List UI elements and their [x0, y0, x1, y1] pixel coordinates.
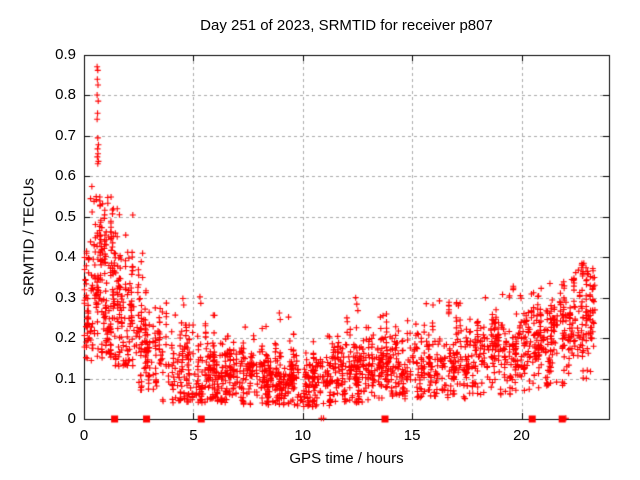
y-tick-label: 0.8	[55, 86, 76, 104]
y-tick-label: 0.3	[55, 288, 76, 306]
y-tick-label: 0	[67, 410, 76, 427]
chart-title: Day 251 of 2023, SRMTID for receiver p80…	[200, 17, 493, 34]
y-tick-label: 0.1	[55, 369, 76, 387]
y-tick-label: 0.2	[55, 329, 76, 347]
x-tick-label: 15	[403, 427, 421, 444]
x-tick-label: 0	[79, 427, 89, 444]
y-tick-label: 0.5	[55, 207, 76, 225]
y-tick-label: 0.9	[55, 46, 76, 63]
x-tick-label: 5	[189, 427, 198, 444]
y-axis-label: SRMTID / TECUs	[20, 177, 38, 297]
x-axis-label: GPS time / hours	[289, 450, 404, 467]
x-tick-label: 10	[294, 427, 312, 444]
x-tick-label: 20	[513, 427, 530, 444]
y-tick-label: 0.7	[55, 126, 76, 144]
y-tick-label: 0.4	[55, 248, 76, 266]
y-tick-label: 0.6	[55, 167, 76, 185]
